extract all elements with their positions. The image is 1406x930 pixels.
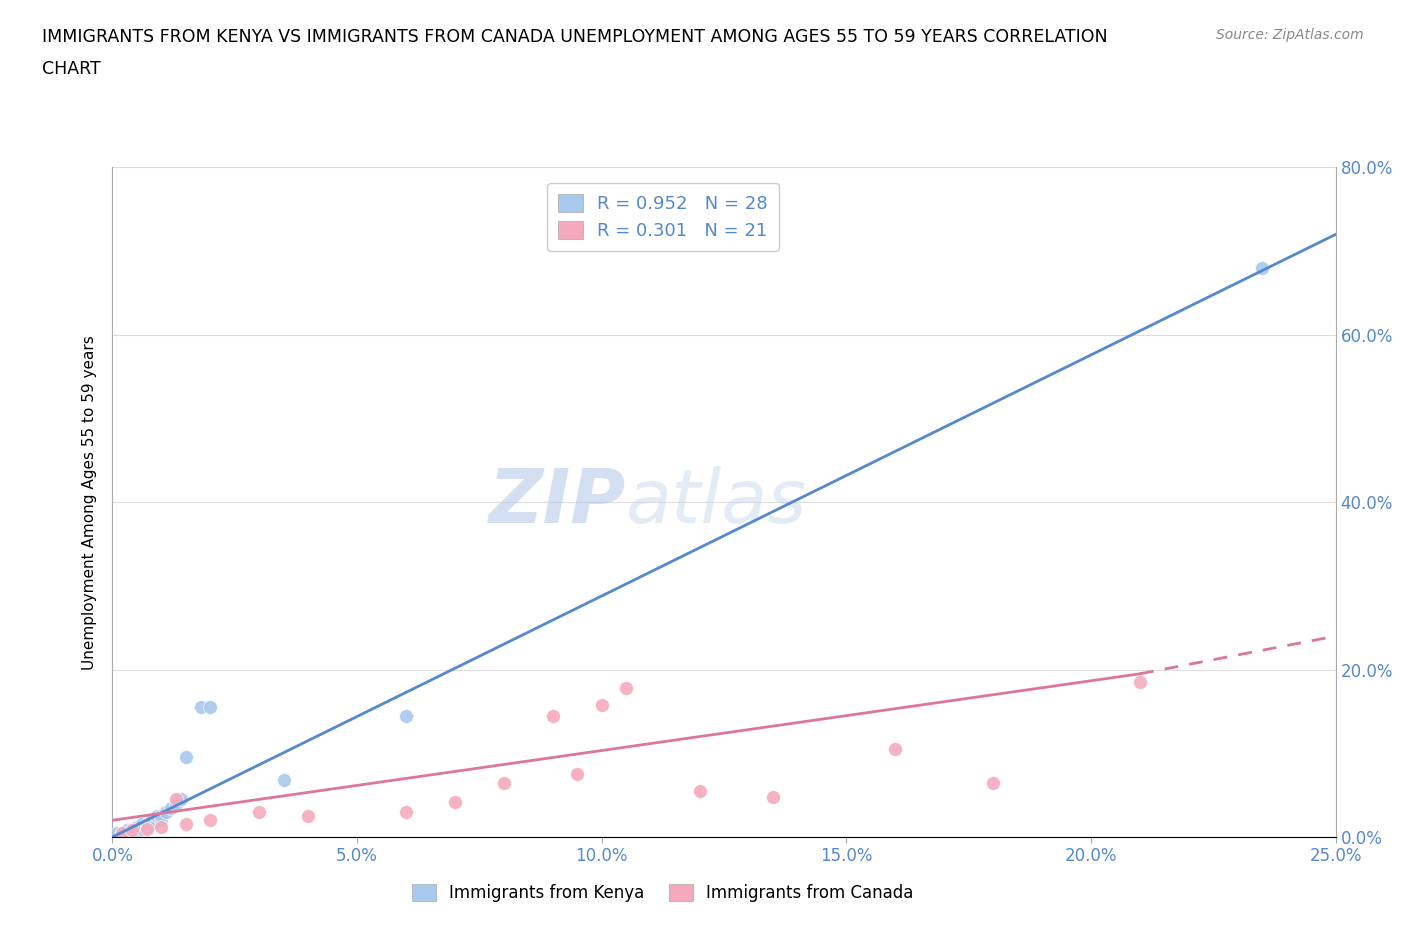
Point	[689, 783, 711, 798]
Point	[125, 819, 148, 834]
Point	[121, 823, 143, 838]
Text: atlas: atlas	[626, 466, 807, 538]
Point	[135, 817, 157, 832]
Point	[145, 809, 167, 824]
Point	[131, 821, 153, 836]
Point	[160, 800, 183, 815]
Point	[174, 817, 197, 832]
Point	[105, 826, 128, 841]
Point	[297, 809, 319, 824]
Point	[200, 700, 222, 715]
Text: IMMIGRANTS FROM KENYA VS IMMIGRANTS FROM CANADA UNEMPLOYMENT AMONG AGES 55 TO 59: IMMIGRANTS FROM KENYA VS IMMIGRANTS FROM…	[42, 28, 1108, 46]
Point	[165, 796, 187, 811]
Point	[395, 804, 418, 819]
Point	[273, 773, 295, 788]
Point	[115, 825, 138, 840]
Point	[135, 821, 157, 836]
Point	[444, 794, 467, 809]
Point	[131, 817, 153, 832]
Point	[121, 825, 143, 840]
Point	[170, 792, 193, 807]
Point	[567, 766, 589, 781]
Point	[111, 826, 134, 841]
Point	[174, 750, 197, 764]
Point	[614, 681, 637, 696]
Text: CHART: CHART	[42, 60, 101, 78]
Point	[395, 709, 418, 724]
Point	[190, 700, 212, 715]
Legend: Immigrants from Kenya, Immigrants from Canada: Immigrants from Kenya, Immigrants from C…	[406, 878, 920, 909]
Point	[155, 804, 177, 819]
Point	[125, 824, 148, 839]
Point	[121, 821, 143, 836]
Point	[541, 709, 564, 724]
Point	[1129, 675, 1152, 690]
Point	[141, 813, 163, 828]
Point	[1251, 260, 1274, 275]
Point	[150, 819, 173, 834]
Text: ZIP: ZIP	[489, 466, 626, 538]
Y-axis label: Unemployment Among Ages 55 to 59 years: Unemployment Among Ages 55 to 59 years	[82, 335, 97, 670]
Point	[111, 826, 134, 841]
Point	[145, 815, 167, 830]
Point	[115, 823, 138, 838]
Point	[591, 698, 613, 712]
Point	[165, 792, 187, 807]
Point	[247, 804, 270, 819]
Point	[150, 809, 173, 824]
Point	[141, 817, 163, 832]
Text: Source: ZipAtlas.com: Source: ZipAtlas.com	[1216, 28, 1364, 42]
Point	[981, 776, 1004, 790]
Point	[884, 742, 907, 757]
Point	[762, 790, 785, 804]
Point	[492, 776, 515, 790]
Point	[135, 819, 157, 834]
Point	[150, 813, 173, 828]
Point	[200, 813, 222, 828]
